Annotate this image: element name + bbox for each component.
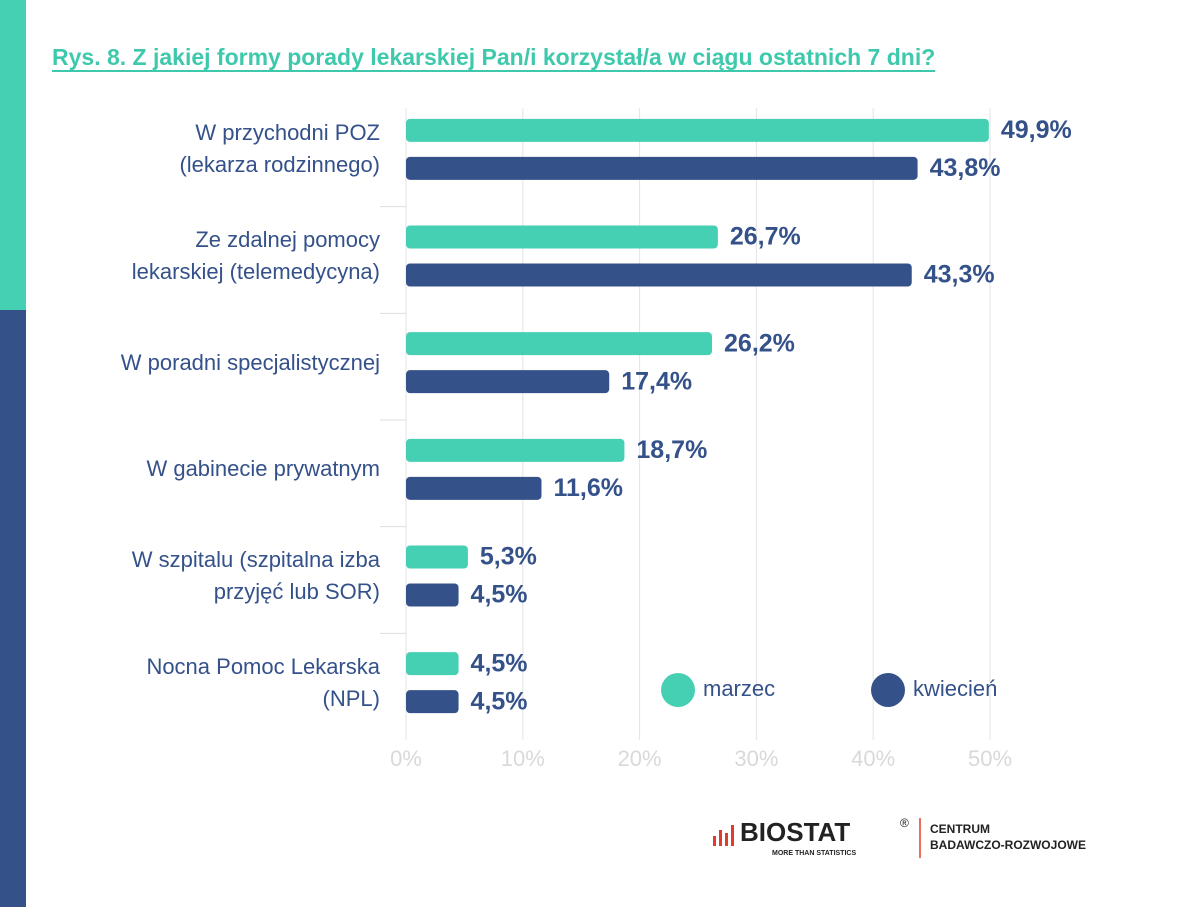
legend-label: kwiecień xyxy=(913,676,997,701)
bar xyxy=(406,225,718,249)
category-label: W przychodni POZ (lekarza rodzinnego) xyxy=(179,120,380,178)
x-tick-label: 50% xyxy=(968,746,1012,771)
bar xyxy=(406,545,468,569)
value-label: 49,9% xyxy=(1001,116,1072,144)
value-label: 26,2% xyxy=(724,329,795,357)
bar xyxy=(406,476,542,500)
value-label: 4,5% xyxy=(471,687,528,715)
value-label: 43,8% xyxy=(930,154,1001,182)
stripe-top xyxy=(0,0,26,310)
logo-tagline: MORE THAN STATISTICS xyxy=(772,850,856,857)
bar xyxy=(406,438,625,462)
logo-brand: BIOSTAT xyxy=(740,817,850,847)
bar xyxy=(406,690,459,714)
legend-swatch xyxy=(871,673,905,707)
bar xyxy=(406,118,989,142)
bar xyxy=(406,370,610,394)
x-tick-label: 0% xyxy=(390,746,422,771)
value-label: 11,6% xyxy=(553,474,623,502)
stripe-bottom xyxy=(0,310,26,907)
legend-swatch xyxy=(661,673,695,707)
category-label: Ze zdalnej pomocy lekarskiej (telemedycy… xyxy=(131,227,380,284)
bar xyxy=(406,583,459,607)
value-label: 5,3% xyxy=(480,543,537,571)
value-label: 43,3% xyxy=(924,261,995,289)
value-label: 4,5% xyxy=(471,649,528,677)
logo: BIOSTAT ® MORE THAN STATISTICS CENTRUM B… xyxy=(713,816,1086,858)
bar xyxy=(406,263,912,287)
legend-label: marzec xyxy=(703,676,775,701)
category-label: W poradni specjalistycznej xyxy=(120,349,380,375)
chart-title: Rys. 8. Z jakiej formy porady lekarskiej… xyxy=(52,44,936,70)
x-tick-label: 30% xyxy=(734,746,778,771)
bar xyxy=(406,332,713,356)
logo-line2: BADAWCZO-ROZWOJOWE xyxy=(930,838,1086,852)
logo-line1: CENTRUM xyxy=(930,822,990,836)
category-label: W szpitalu (szpitalna izba przyjęć lub S… xyxy=(131,547,380,604)
value-label: 4,5% xyxy=(471,581,528,609)
logo-mark: ® xyxy=(900,816,909,830)
bar xyxy=(406,652,459,676)
bar xyxy=(406,156,918,180)
x-tick-label: 40% xyxy=(851,746,895,771)
value-label: 17,4% xyxy=(621,367,692,395)
x-tick-label: 20% xyxy=(618,746,662,771)
x-tick-label: 10% xyxy=(501,746,545,771)
value-label: 18,7% xyxy=(636,436,707,464)
category-label: W gabinecie prywatnym xyxy=(146,456,380,482)
value-label: 26,7% xyxy=(730,223,801,251)
category-label: Nocna Pomoc Lekarska (NPL) xyxy=(146,653,380,711)
